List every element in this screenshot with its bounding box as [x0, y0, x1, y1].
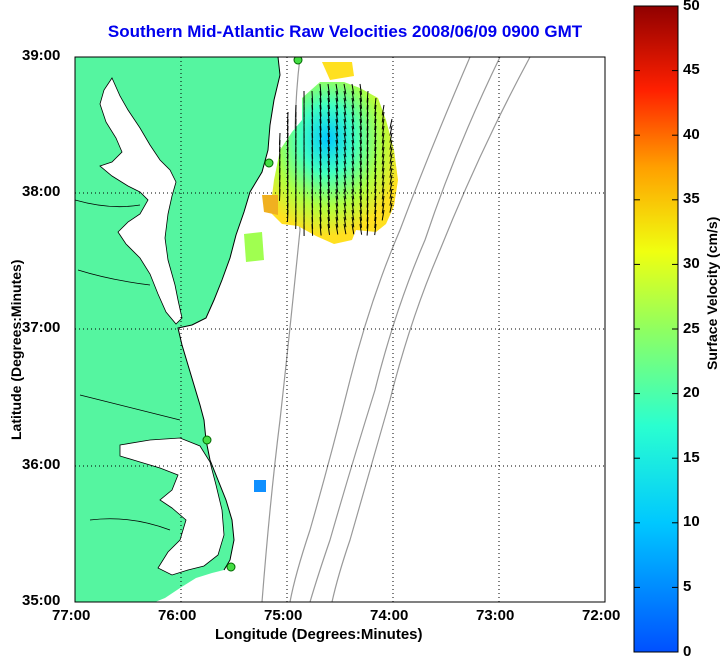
velocity-vector [288, 210, 289, 222]
x-tick: 77:00 [52, 607, 90, 624]
x-axis-label: Longitude (Degrees:Minutes) [215, 626, 423, 643]
colorbar-tick: 45 [683, 61, 700, 78]
colorbar-tick: 30 [683, 255, 700, 272]
velocity-patch [262, 195, 278, 215]
radar-site-marker [203, 436, 211, 444]
x-tick: 72:00 [582, 607, 620, 624]
velocity-patch [254, 480, 266, 492]
y-tick: 37:00 [22, 319, 60, 336]
radar-site-marker [265, 159, 273, 167]
y-tick: 39:00 [22, 47, 60, 64]
velocity-vector [280, 189, 281, 201]
x-tick: 75:00 [264, 607, 302, 624]
radar-site-marker [227, 563, 235, 571]
colorbar-tick: 20 [683, 384, 700, 401]
colorbar-label: Surface Velocity (cm/s) [704, 217, 720, 370]
colorbar-tick: 25 [683, 320, 700, 337]
x-tick: 76:00 [158, 607, 196, 624]
colorbar-tick: 40 [683, 126, 700, 143]
colorbar-tick: 15 [683, 449, 700, 466]
velocity-patch [244, 232, 264, 262]
colorbar [634, 6, 678, 652]
colorbar-tick: 35 [683, 190, 700, 207]
y-axis-label: Latitude (Degrees:Minutes) [8, 260, 24, 440]
colorbar-tick: 5 [683, 578, 691, 595]
colorbar-tick: 50 [683, 0, 700, 14]
x-tick: 74:00 [370, 607, 408, 624]
velocity-vector [312, 224, 313, 236]
colorbar-tick: 0 [683, 643, 691, 660]
y-tick: 38:00 [22, 183, 60, 200]
y-tick: 36:00 [22, 456, 60, 473]
x-tick: 73:00 [476, 607, 514, 624]
colorbar-tick: 10 [683, 513, 700, 530]
